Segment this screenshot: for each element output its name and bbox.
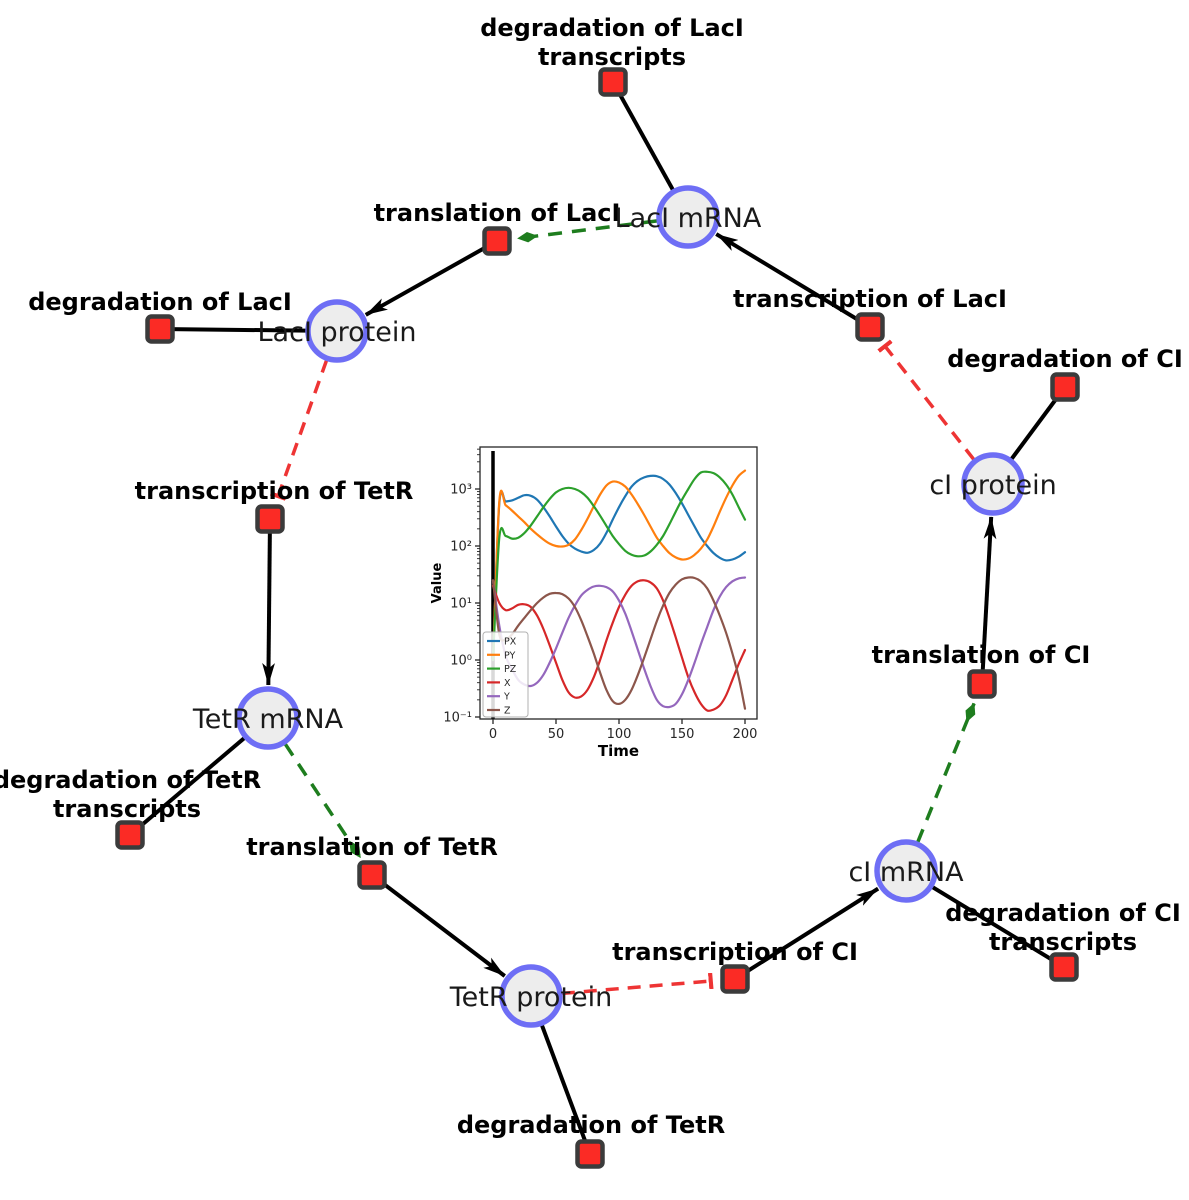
x-tick-label: 150 (670, 727, 695, 742)
process-label-deg-ci-transcripts-line1: degradation of CI (945, 899, 1181, 927)
chart-curves (491, 469, 747, 712)
process-label-deg-ci-transcripts-line2: transcripts (989, 928, 1137, 956)
process-label-transcription-tetr: transcription of TetR (135, 477, 414, 505)
y-tick-label: 10⁰ (450, 654, 472, 669)
labels-layer: degradation of LacItranscriptstranslatio… (0, 14, 1183, 1139)
x-tick-label: 0 (489, 727, 497, 742)
process-label-deg-ci: degradation of CI (947, 345, 1183, 373)
species-label-laci-protein: LacI protein (258, 317, 417, 348)
process-node-deg-ci-transcripts (1049, 952, 1079, 982)
inset-chart: 0 50 100 150 20010⁻¹10⁰10¹10²10³TimeValuePXP… (430, 432, 775, 762)
process-label-deg-laci: degradation of LacI (28, 288, 292, 316)
series-line-x (491, 579, 747, 712)
edge-act-ci-mrna-to-translation-ci (916, 702, 976, 843)
process-label-deg-laci-transcripts-line1: degradation of LacI (480, 14, 744, 42)
process-node-translation-laci (482, 226, 512, 256)
chart-legend: PX PY PZ XYZ (482, 631, 529, 718)
y-tick-label: 10² (450, 540, 472, 555)
edge-arrow-transcription-laci-to-laci-mrna (715, 232, 872, 329)
series-line-z (491, 576, 747, 710)
process-node-deg-laci-transcripts (598, 67, 628, 97)
process-node-deg-ci (1050, 372, 1080, 402)
process-label-deg-tetr-transcripts-line1: degradation of TetR (0, 766, 261, 794)
edge-arrow-translation-laci-to-laci-protein (364, 239, 498, 317)
species-node-laci-mrna (656, 185, 720, 249)
process-label-translation-tetr: translation of TetR (246, 833, 498, 861)
x-tick-label: 50 (548, 727, 565, 742)
series-line-y (491, 576, 747, 709)
y-tick-label: 10⁻¹ (443, 711, 472, 726)
process-label-transcription-laci: transcription of LacI (733, 285, 1007, 313)
x-axis-title: Time (598, 742, 639, 760)
species-label-ci-protein: cI protein (929, 470, 1056, 501)
edge-arrow-transcription-ci-to-ci-mrna (733, 886, 880, 981)
species-label-laci-mrna: LacI mRNA (615, 203, 762, 234)
legend-label-y: Y (503, 692, 510, 703)
species-label-ci-mrna: cI mRNA (848, 857, 964, 888)
process-node-transcription-ci (720, 964, 750, 994)
species-node-laci-protein (305, 299, 369, 363)
edge-arrow-transcription-tetr-to-tetr-mrna (262, 518, 275, 686)
process-label-translation-ci: translation of CI (872, 641, 1091, 669)
species-node-ci-mrna (874, 839, 938, 903)
species-node-tetr-mrna (236, 686, 300, 750)
species-node-tetr-protein (499, 964, 563, 1028)
edge-inh-tetr-protein-to-transcription-ci (561, 972, 714, 996)
process-node-deg-tetr-transcripts (115, 820, 145, 850)
legend-label-px: PX (504, 637, 517, 648)
legend-label-py: PY (504, 650, 516, 661)
legend-label-z: Z (504, 706, 511, 717)
legend-label-x: X (504, 678, 511, 689)
process-node-transcription-tetr (255, 504, 285, 534)
legend-label-pz: PZ (504, 664, 517, 675)
edges-layer (128, 81, 1067, 1155)
edge-inh-laci-protein-to-transcription-tetr (269, 359, 329, 501)
y-axis-title: Value (430, 562, 445, 603)
process-node-deg-laci (145, 314, 175, 344)
edge-arrow-translation-ci-to-ci-protein (980, 516, 997, 685)
series-line-px (491, 474, 747, 662)
process-label-deg-tetr-transcripts-line2: transcripts (53, 795, 201, 823)
process-node-deg-tetr (575, 1139, 605, 1169)
y-tick-label: 10¹ (450, 597, 472, 612)
species-label-tetr-protein: TetR protein (449, 982, 612, 1013)
process-label-deg-tetr: degradation of TetR (457, 1111, 725, 1139)
process-label-translation-laci: translation of LacI (374, 199, 621, 227)
edge-inh-ci-protein-to-transcription-laci (877, 339, 976, 461)
process-node-translation-tetr (357, 860, 387, 890)
series-line-py (491, 469, 747, 662)
series-line-pz (491, 470, 747, 662)
species-node-ci-protein (961, 452, 1025, 516)
x-tick-label: 100 (607, 727, 632, 742)
nodes-layer (115, 67, 1080, 1169)
process-label-deg-laci-transcripts-line2: transcripts (538, 43, 686, 71)
x-tick-label: 200 (733, 727, 758, 742)
y-tick-label: 10³ (450, 483, 472, 498)
process-node-transcription-laci (855, 312, 885, 342)
process-node-translation-ci (967, 669, 997, 699)
edge-arrow-translation-tetr-to-tetr-protein (370, 873, 506, 978)
species-label-tetr-mrna: TetR mRNA (192, 704, 344, 735)
process-label-transcription-ci: transcription of CI (612, 938, 858, 966)
